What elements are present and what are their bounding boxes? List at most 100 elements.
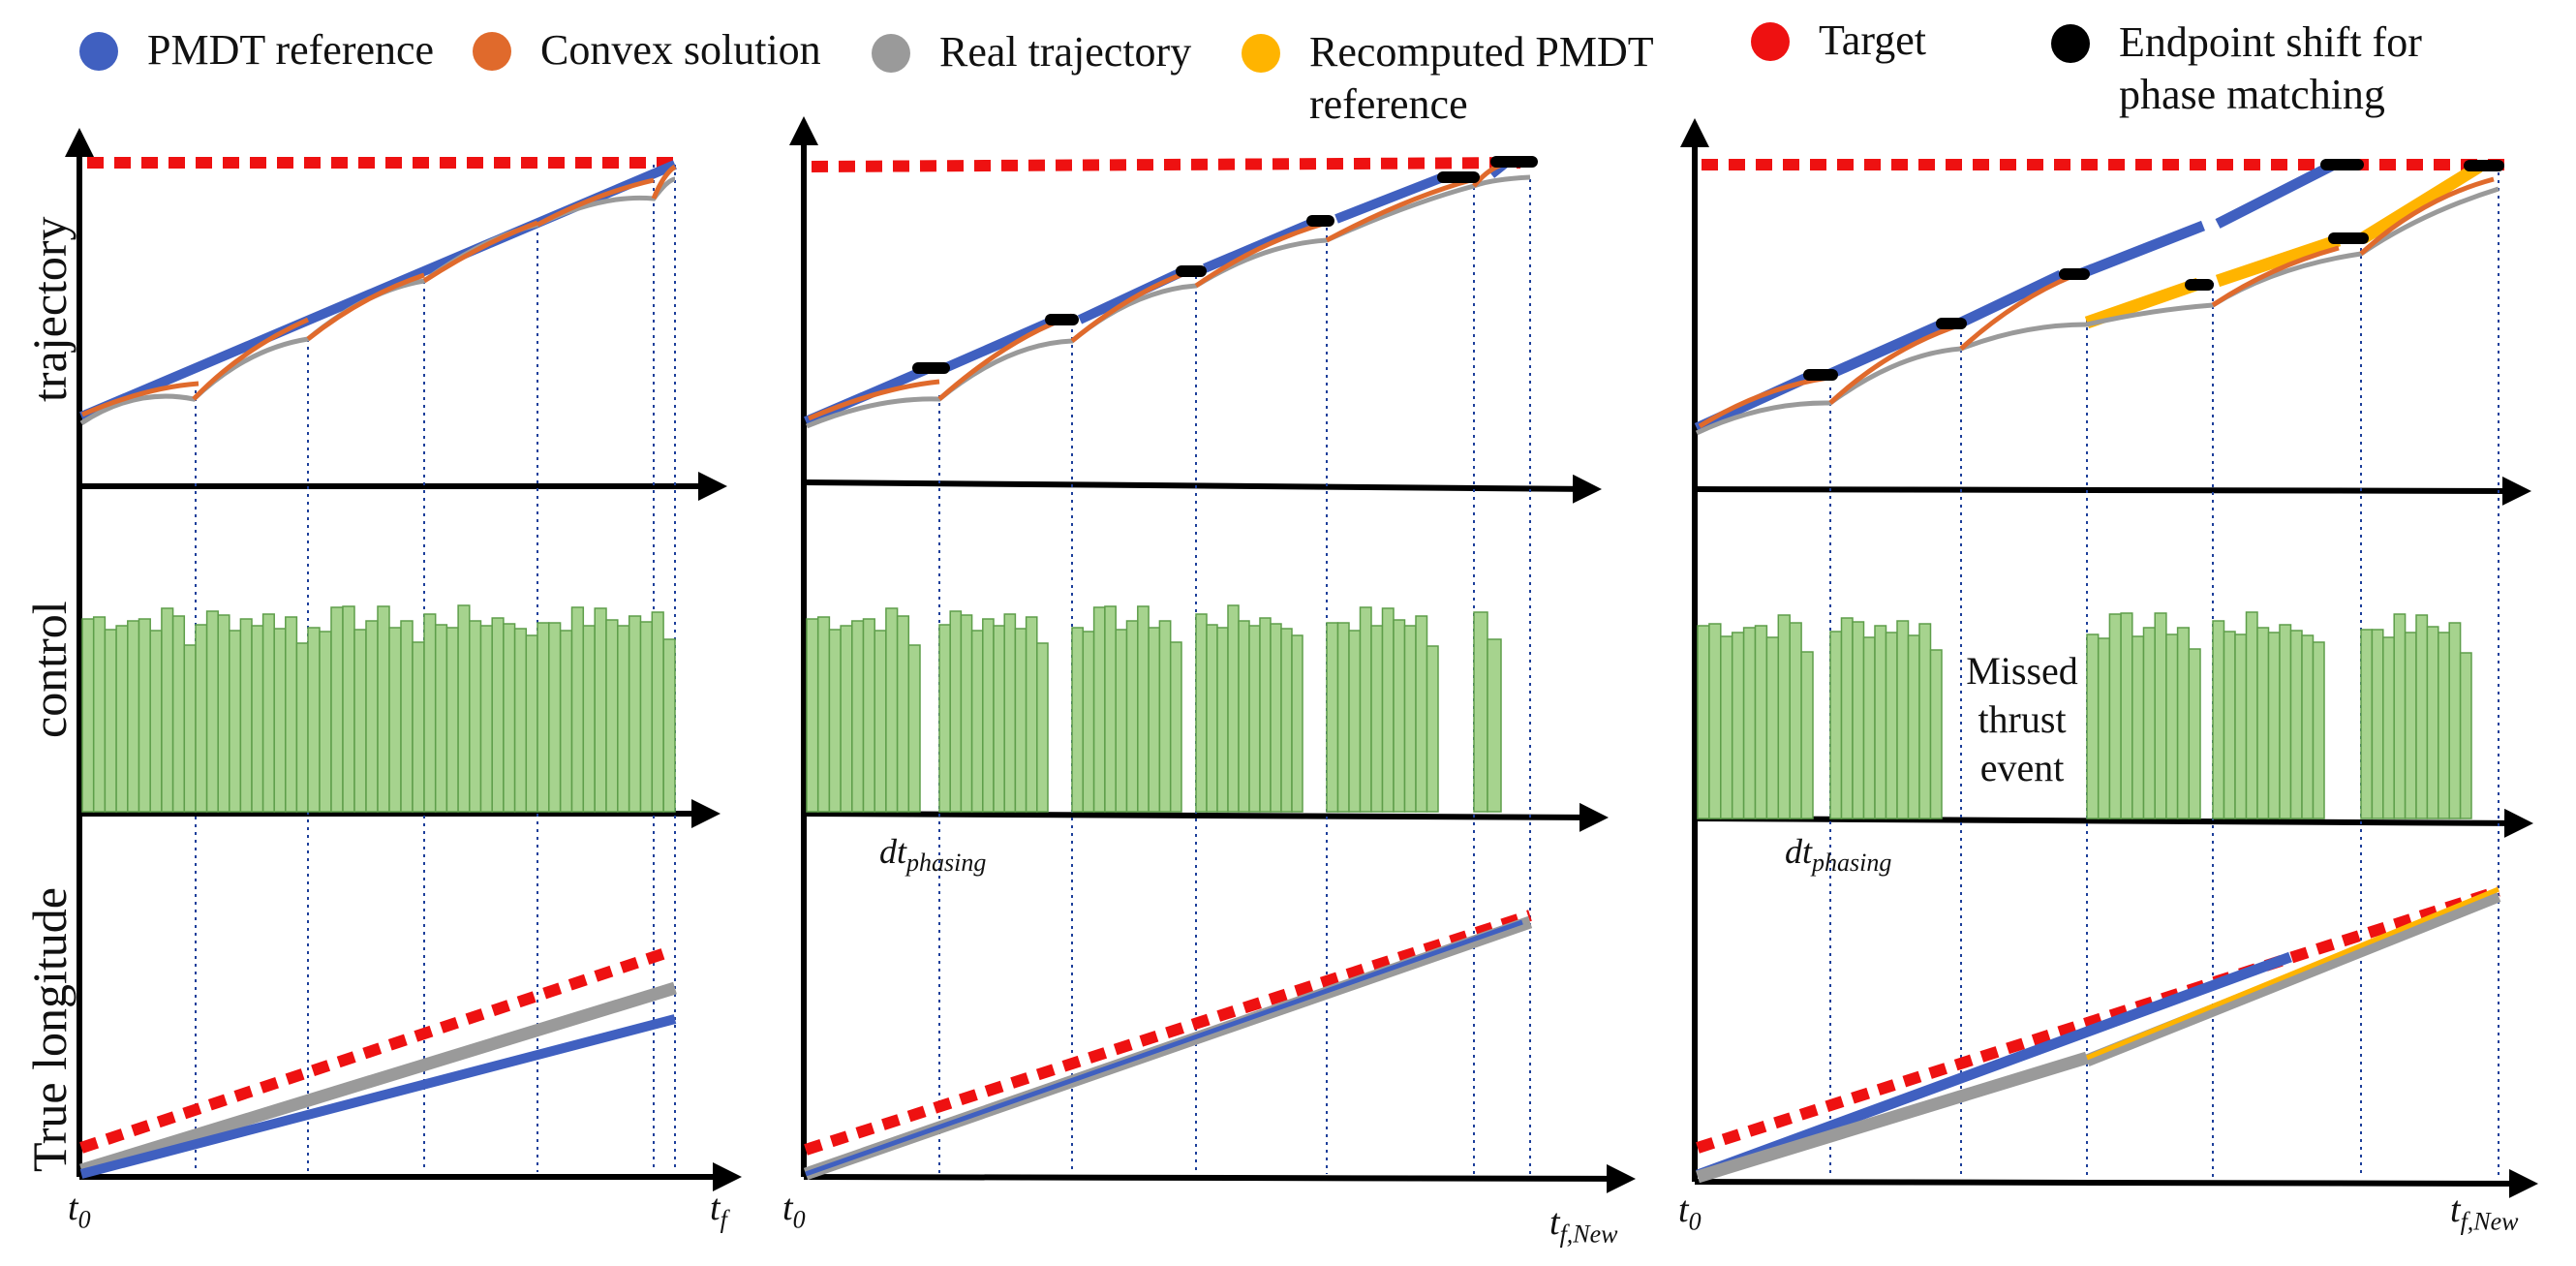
control-bar [1359, 606, 1372, 813]
tf-sub: f,New [1559, 1220, 1618, 1249]
control-bar [639, 621, 654, 813]
control-bar [295, 642, 309, 813]
control-bar [806, 618, 819, 813]
control-bar [1929, 649, 1943, 819]
control-bar [469, 620, 482, 813]
control-bar [138, 618, 151, 813]
control-bar [2312, 641, 2325, 819]
control-bar [273, 628, 287, 813]
control-bar [1206, 624, 1218, 813]
control-bar [365, 620, 379, 813]
control-bar [479, 625, 493, 813]
control-bar [1348, 630, 1362, 813]
control-bar [851, 620, 865, 813]
control-bar [342, 605, 355, 813]
control-bar [1270, 623, 1282, 813]
legend-item-convex-solution: Convex solution [473, 24, 821, 77]
control-bar [628, 615, 642, 813]
panel-1-real-longitude [79, 981, 677, 1177]
panel-3-trajectory-time-axis [1694, 476, 2531, 506]
control-bar [161, 607, 174, 813]
control-bar [1708, 623, 1722, 819]
control-bar [2086, 633, 2100, 819]
panel-2-dt-phasing-label: dtphasing [879, 831, 986, 878]
control-bar [2415, 614, 2429, 819]
control-bar [1259, 617, 1272, 813]
control-bar [2267, 632, 2281, 819]
control-bar [319, 631, 332, 813]
t0-base: t [782, 1188, 793, 1228]
panel-1 [65, 128, 742, 1191]
panel-1-pmdt-longitude [79, 1014, 677, 1179]
control-bar [2097, 637, 2111, 819]
panel-2-longitude-time-axis [803, 1163, 1636, 1193]
legend-item-recomputed-pmdt: Recomputed PMDT reference [1242, 26, 1654, 131]
legend-marker-endpoint-shift [2051, 24, 2090, 63]
t0-sub: 0 [1688, 1207, 1702, 1236]
panel-3-pmdt-longitude [1696, 951, 2292, 1181]
control-bar [2360, 629, 2374, 819]
control-bar [525, 634, 538, 813]
control-bar [2301, 634, 2315, 819]
control-bar [594, 607, 607, 813]
control-bar [1216, 627, 1229, 813]
control-bar [1195, 613, 1208, 813]
control-bar [993, 625, 1005, 813]
control-bar [307, 627, 321, 813]
control-bar [1291, 634, 1303, 813]
control-bar [115, 625, 129, 813]
control-bar [1148, 627, 1161, 813]
control-bar [537, 622, 550, 813]
panel-1-t0-label: t0 [68, 1187, 91, 1235]
control-bar [1238, 620, 1250, 813]
legend-marker-pmdt-reference [79, 32, 118, 71]
control-bar [2256, 627, 2270, 819]
panel-3-dt-phasing-label: dtphasing [1785, 831, 1891, 878]
control-bar [570, 606, 585, 813]
control-bar [1754, 625, 1768, 819]
panel-2-control-bars [806, 604, 1502, 813]
control-bar [1862, 636, 1876, 819]
control-bar [970, 630, 984, 813]
control-bar [1393, 619, 1406, 813]
panel-2 [789, 116, 1636, 1193]
control-bar [1765, 636, 1780, 819]
control-bar [195, 624, 208, 813]
panel-2-control-time-axis [803, 802, 1609, 832]
control-bar [862, 618, 875, 813]
control-bar [513, 628, 528, 813]
panel-2-trajectory-time-axis [803, 474, 1602, 504]
row-label-longitude: True longitude [22, 887, 77, 1172]
control-bar [457, 604, 471, 813]
control-bar [205, 610, 219, 813]
control-bar [559, 630, 573, 813]
control-bar [377, 605, 390, 813]
control-bar [285, 616, 298, 813]
panel-3-recomputed-longitude [2086, 886, 2499, 1061]
control-bar [2371, 629, 2384, 819]
control-bar [907, 644, 921, 813]
control-bar [1896, 620, 1910, 819]
control-bar [2131, 635, 2145, 819]
legend-label-convex-solution: Convex solution [540, 26, 821, 74]
panel-2-real-trajectory [806, 174, 1531, 429]
panel-3-convex-solution [1698, 176, 2495, 429]
control-bar [2382, 636, 2395, 819]
control-bar [1137, 605, 1150, 813]
control-bar [1381, 607, 1395, 813]
panel-1-tf-label: tf [710, 1187, 727, 1235]
control-bar [445, 627, 459, 813]
control-bar [92, 616, 107, 813]
control-bar [2404, 632, 2417, 819]
panel-2-target-longitude [804, 910, 1532, 1156]
panel-2-t0-label: t0 [782, 1187, 806, 1235]
tf-sub: f [720, 1205, 727, 1234]
control-bar [503, 623, 516, 813]
control-bar [434, 624, 448, 813]
control-bar [1336, 622, 1350, 813]
control-bar [1697, 625, 1710, 819]
tf-base: t [2450, 1189, 2461, 1230]
control-bar [2108, 613, 2122, 819]
dt-phasing-base: dt [879, 832, 907, 871]
t0-base: t [1678, 1189, 1689, 1230]
